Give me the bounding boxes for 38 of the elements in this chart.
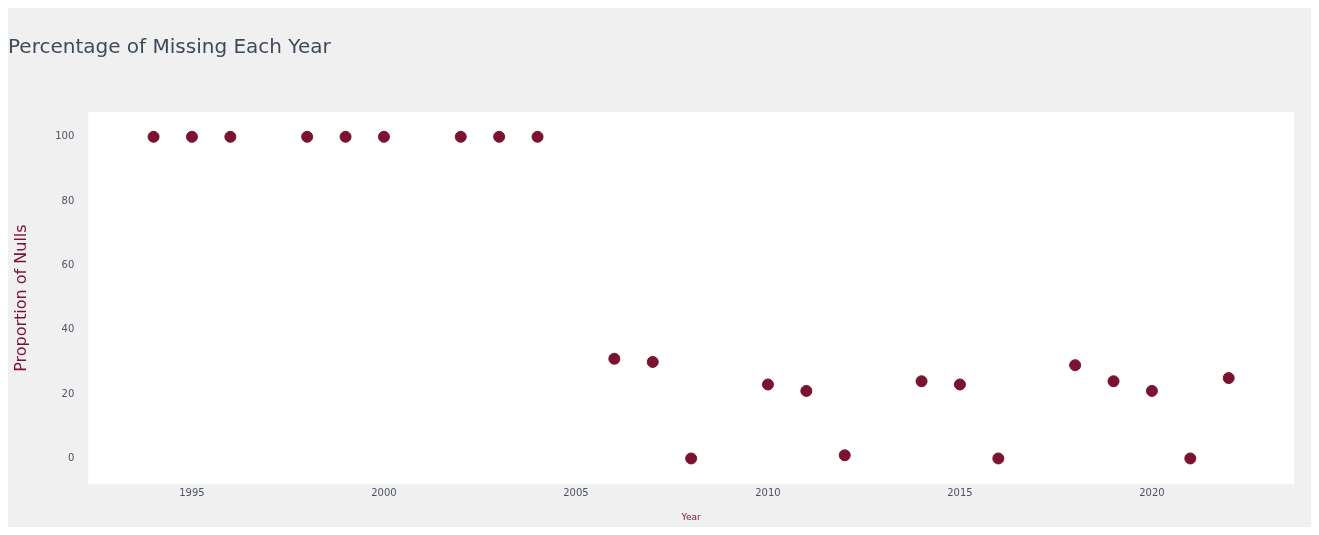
point <box>800 384 813 397</box>
point <box>377 130 390 143</box>
x-tick-label: 2015 <box>947 486 973 498</box>
point <box>1145 384 1158 397</box>
x-tick-label: 1995 <box>179 486 205 498</box>
point <box>185 130 198 143</box>
point <box>915 375 928 388</box>
point <box>531 130 544 143</box>
y-tick-label: 80 <box>61 194 75 206</box>
point <box>646 355 659 368</box>
y-tick-label: 100 <box>55 130 75 142</box>
chart-title: Percentage of Missing Each Year <box>8 34 332 59</box>
point <box>608 352 621 365</box>
x-tick-label: 2000 <box>371 486 397 498</box>
point <box>953 378 966 391</box>
y-axis-title: Proportion of Nulls <box>10 224 30 372</box>
point <box>992 452 1005 465</box>
point <box>147 130 160 143</box>
point <box>761 378 774 391</box>
y-tick-label: 40 <box>61 323 75 335</box>
point <box>1222 372 1235 385</box>
point <box>224 130 237 143</box>
x-tick-label: 2020 <box>1139 486 1165 498</box>
point <box>1107 375 1120 388</box>
point <box>1069 359 1082 372</box>
y-tick-label: 60 <box>61 259 75 271</box>
point <box>493 130 506 143</box>
point <box>838 449 851 462</box>
x-axis-title: Year <box>680 511 701 522</box>
x-tick-label: 2005 <box>563 486 589 498</box>
point <box>301 130 314 143</box>
x-tick-label: 2010 <box>755 486 781 498</box>
point <box>1184 452 1197 465</box>
y-tick-label: 0 <box>67 452 75 464</box>
point <box>454 130 467 143</box>
point <box>685 452 698 465</box>
y-tick-label: 20 <box>61 387 75 399</box>
point <box>339 130 352 143</box>
